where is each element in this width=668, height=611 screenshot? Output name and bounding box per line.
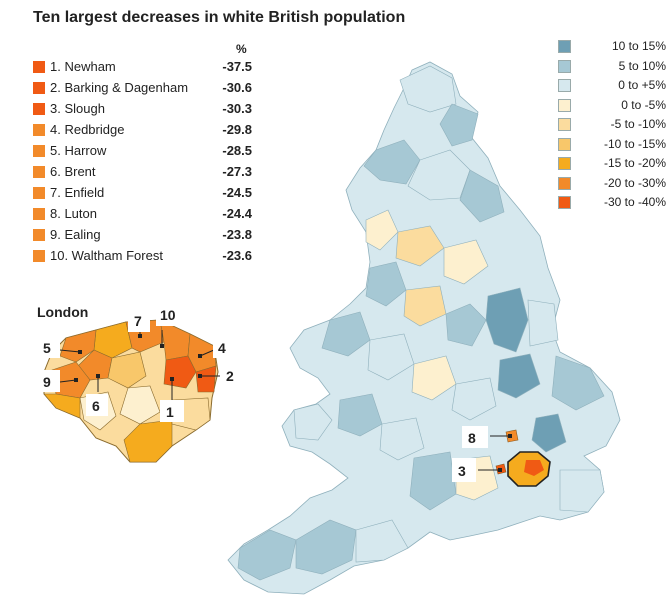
- ranking-value: -24.4: [222, 206, 252, 221]
- ranking-row: 7. Enfield -24.5: [33, 184, 258, 205]
- legend-row: 0 to -5%: [558, 97, 666, 117]
- legend-row: 0 to +5%: [558, 77, 666, 97]
- ranking-label: 6. Brent: [50, 164, 96, 179]
- ranking-row: 1. Newham -37.5: [33, 58, 258, 79]
- legend-swatch: [558, 118, 571, 131]
- ranking-swatch: [33, 187, 45, 199]
- ranking-row: 4. Redbridge -29.8: [33, 121, 258, 142]
- legend-row: -15 to -20%: [558, 155, 666, 175]
- callout-2: 2: [226, 368, 234, 384]
- london-inset-map: [43, 319, 219, 463]
- legend-swatch: [558, 79, 571, 92]
- ranking-label: 9. Ealing: [50, 227, 101, 242]
- callout-8: 8: [468, 430, 476, 446]
- legend-row: -30 to -40%: [558, 194, 666, 214]
- legend-row: 10 to 15%: [558, 38, 666, 58]
- legend-swatch: [558, 59, 571, 73]
- percent-column-header: %: [236, 42, 247, 56]
- legend-swatch: [558, 157, 571, 170]
- ranking-swatch: [33, 103, 45, 115]
- legend-label: -20 to -30%: [603, 175, 666, 190]
- legend-label: -10 to -15%: [603, 136, 666, 151]
- callout-9: 9: [43, 374, 51, 390]
- ranking-row: 3. Slough -30.3: [33, 100, 258, 121]
- ranking-swatch: [33, 229, 45, 241]
- england-wales-map: [227, 61, 621, 595]
- legend-swatch: [558, 40, 571, 53]
- legend-label: -30 to -40%: [603, 195, 666, 209]
- ranking-row: 9. Ealing -23.8: [33, 226, 258, 247]
- callout-5: 5: [43, 340, 51, 356]
- legend-swatch: [558, 196, 571, 209]
- ranking-label: 8. Luton: [50, 206, 97, 221]
- ranking-value: -23.6: [222, 248, 252, 263]
- ranking-swatch: [33, 82, 45, 94]
- ranking-row: 5. Harrow -28.5: [33, 142, 258, 163]
- callout-3: 3: [458, 463, 466, 479]
- legend-swatch: [558, 98, 571, 112]
- ranking-value: -23.8: [222, 227, 252, 242]
- ranking-swatch: [33, 145, 45, 157]
- legend-row: -20 to -30%: [558, 175, 666, 195]
- ranking-row: 10. Waltham Forest -23.6: [33, 247, 258, 268]
- ranking-swatch: [33, 124, 45, 136]
- london-inset-title: London: [37, 304, 89, 320]
- ranking-label: 2. Barking & Dagenham: [50, 80, 189, 95]
- ranking-label: 7. Enfield: [50, 185, 105, 200]
- legend-label: -5 to -10%: [610, 117, 666, 131]
- ranking-row: 8. Luton -24.4: [33, 205, 258, 226]
- ranking-value: -27.3: [222, 164, 252, 179]
- ranking-swatch: [33, 61, 45, 73]
- legend-label: 0 to +5%: [618, 78, 666, 92]
- legend-row: -10 to -15%: [558, 136, 666, 156]
- callout-7: 7: [134, 313, 142, 329]
- landmass: [227, 61, 621, 595]
- ranking-value: -37.5: [222, 59, 252, 74]
- map-legend: 10 to 15% 5 to 10% 0 to +5% 0 to -5% -5 to -…: [558, 38, 666, 214]
- ranking-label: 1. Newham: [50, 59, 116, 74]
- ranking-value: -28.5: [222, 143, 252, 158]
- legend-row: -5 to -10%: [558, 116, 666, 136]
- ranking-swatch: [33, 166, 45, 178]
- callout-4: 4: [218, 340, 226, 356]
- ranking-value: -30.6: [222, 80, 252, 95]
- ranking-value: -29.8: [222, 122, 252, 137]
- legend-row: 5 to 10%: [558, 58, 666, 78]
- ranking-swatch: [33, 208, 45, 220]
- legend-label: 0 to -5%: [621, 97, 666, 112]
- ranking-label: 10. Waltham Forest: [50, 248, 163, 263]
- legend-label: -15 to -20%: [603, 156, 666, 170]
- legend-swatch: [558, 176, 571, 190]
- ranking-swatch: [33, 250, 45, 262]
- map-title: Ten largest decreases in white British p…: [33, 9, 406, 26]
- ranking-list: 1. Newham -37.5 2. Barking & Dagenham -30.6…: [33, 58, 258, 268]
- callout-6: 6: [92, 398, 100, 414]
- legend-label: 10 to 15%: [611, 39, 666, 53]
- ranking-row: 6. Brent -27.3: [33, 163, 258, 184]
- legend-swatch: [558, 137, 571, 151]
- legend-label: 5 to 10%: [618, 58, 666, 73]
- callout-10: 10: [160, 307, 176, 323]
- ranking-value: -30.3: [222, 101, 252, 116]
- ranking-label: 4. Redbridge: [50, 122, 125, 137]
- ranking-value: -24.5: [222, 185, 252, 200]
- callout-1: 1: [166, 404, 174, 420]
- ranking-row: 2. Barking & Dagenham -30.6: [33, 79, 258, 100]
- ranking-label: 3. Slough: [50, 101, 105, 116]
- ranking-label: 5. Harrow: [50, 143, 107, 158]
- callout-markers: 1 2 3 4 5 6 7 8 9 10: [38, 304, 512, 482]
